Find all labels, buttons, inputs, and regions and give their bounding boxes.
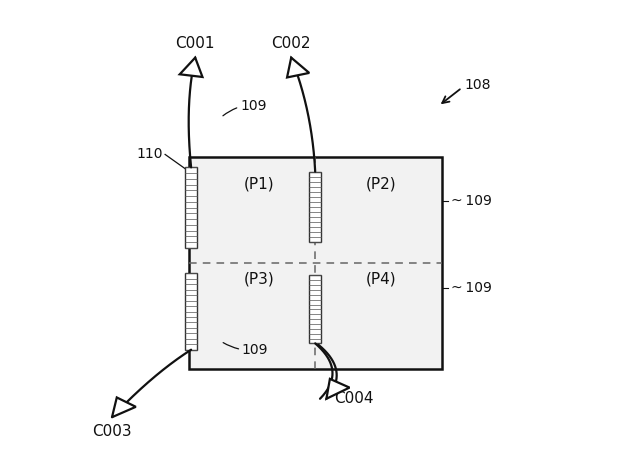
- Text: C001: C001: [175, 35, 215, 51]
- Bar: [310, 276, 321, 343]
- Text: ~ 109: ~ 109: [451, 281, 492, 295]
- Text: C004: C004: [334, 391, 374, 406]
- Text: (P1): (P1): [244, 177, 275, 192]
- Text: 109: 109: [242, 343, 268, 357]
- Text: (P3): (P3): [244, 272, 275, 286]
- Text: (P2): (P2): [365, 177, 396, 192]
- Bar: [186, 167, 197, 248]
- Bar: [189, 157, 442, 369]
- Text: 108: 108: [464, 78, 490, 92]
- Bar: [310, 171, 321, 242]
- Text: (P4): (P4): [365, 272, 396, 286]
- Text: C002: C002: [271, 35, 311, 51]
- Text: 109: 109: [240, 99, 266, 113]
- Polygon shape: [180, 58, 202, 77]
- Text: ~ 109: ~ 109: [451, 194, 492, 207]
- Text: C003: C003: [92, 424, 132, 439]
- Polygon shape: [326, 379, 349, 399]
- Polygon shape: [287, 58, 309, 77]
- Polygon shape: [112, 397, 136, 417]
- Text: 110: 110: [137, 148, 163, 161]
- Bar: [186, 273, 197, 350]
